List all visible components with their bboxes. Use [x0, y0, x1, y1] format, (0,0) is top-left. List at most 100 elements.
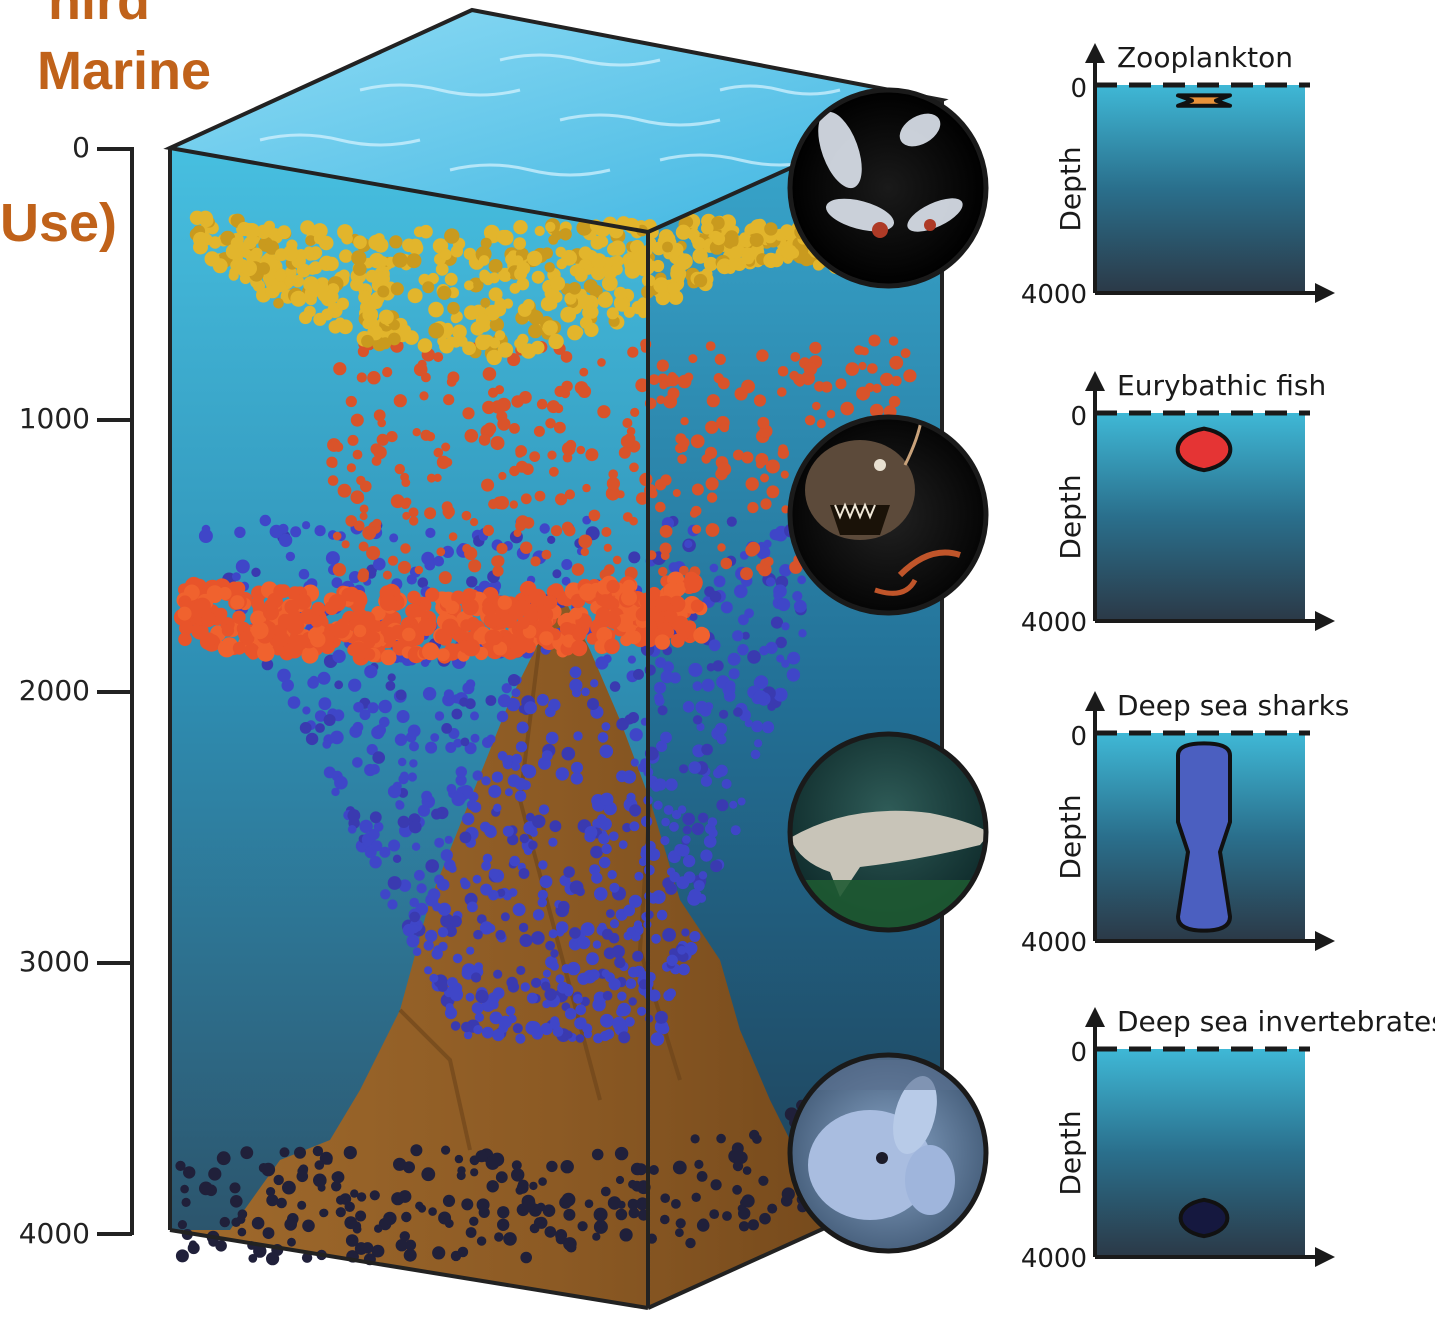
shark-dot: [438, 941, 448, 952]
zooplankton-dot: [413, 226, 425, 238]
shark-dot: [371, 840, 383, 852]
shark-dot: [430, 860, 439, 868]
fish-dot: [578, 534, 593, 549]
anglerfish-photo: [787, 414, 989, 616]
shark-dot: [368, 828, 380, 840]
shark-dot: [502, 825, 514, 837]
invertebrate-dot: [593, 1219, 608, 1234]
zooplankton-dot: [548, 333, 564, 350]
zooplankton-dot: [513, 237, 526, 250]
invertebrate-dot: [485, 1155, 500, 1170]
fish-dot: [217, 639, 236, 658]
zooplankton-dot: [675, 224, 692, 240]
fish-dot: [393, 394, 407, 408]
shark-dot: [433, 555, 445, 567]
invertebrate-dot: [759, 1212, 771, 1225]
shark-dot: [573, 994, 583, 1004]
shark-dot: [561, 559, 573, 570]
shark-dot: [525, 1020, 540, 1035]
shark-dot: [498, 1015, 512, 1029]
panel-zooplankton: Zooplankton 0 4000 Depth: [1021, 41, 1335, 310]
zooplankton-dot: [516, 261, 531, 276]
fish-dot: [427, 473, 436, 483]
shark-dot: [232, 572, 241, 581]
fish-dot: [482, 602, 496, 616]
shark-dot: [730, 825, 741, 836]
fish-dot: [462, 638, 481, 657]
zooplankton-dot: [774, 228, 787, 241]
zooplankton-dot: [544, 288, 556, 300]
shark-dot: [451, 792, 466, 807]
zooplankton-dot: [652, 259, 665, 273]
fish-dot: [354, 520, 365, 532]
shark-dot: [402, 923, 416, 937]
fish-dot: [705, 420, 719, 434]
fish-dot: [482, 400, 496, 415]
shark-dot: [481, 1026, 494, 1039]
fish-dot: [194, 597, 211, 615]
shark-dot: [352, 757, 363, 768]
zooplankton-dot: [428, 301, 444, 318]
fish-dot: [358, 541, 369, 552]
invertebrate-dot: [403, 1248, 417, 1262]
fish-dot: [880, 372, 894, 387]
shark-dot: [497, 888, 506, 897]
shark-dot: [462, 812, 475, 826]
invertebrate-dot: [767, 1203, 778, 1214]
fish-dot: [572, 627, 587, 642]
panel-water: [1095, 85, 1305, 293]
shark-dot: [632, 950, 644, 962]
fish-dot: [717, 462, 732, 477]
zooplankton-dot: [303, 276, 319, 292]
invertebrate-dot: [374, 1224, 383, 1233]
zooplankton-dot: [526, 250, 543, 267]
shark-dot: [417, 577, 429, 588]
fish-dot: [780, 470, 789, 479]
zooplankton-dot: [754, 218, 767, 231]
fish-dot: [618, 446, 631, 459]
shark-dot: [470, 711, 479, 721]
shark-dot: [387, 899, 398, 910]
shark-dot: [373, 557, 386, 571]
shark-dot: [398, 879, 412, 892]
fish-dot: [491, 555, 503, 568]
fish-dot: [903, 369, 917, 383]
invertebrate-dot: [749, 1129, 760, 1141]
shark-dot: [387, 876, 402, 890]
fish-dot: [250, 621, 269, 640]
shark-dot: [683, 871, 696, 884]
shark-dot: [720, 601, 733, 614]
fish-dot: [492, 565, 504, 577]
fish-dot: [413, 362, 428, 377]
fish-dot: [654, 596, 671, 612]
panel-tick-top: 0: [1070, 722, 1087, 752]
fish-dot: [511, 395, 524, 408]
fish-dot: [705, 477, 719, 491]
fish-dot: [577, 384, 592, 398]
fish-dot: [390, 624, 406, 640]
fish-dot: [622, 418, 633, 428]
shark-dot: [353, 702, 364, 713]
invertebrate-dot: [262, 1227, 275, 1239]
zooplankton-dot: [609, 240, 626, 256]
invertebrate-dot: [266, 1194, 279, 1207]
fish-dot: [464, 429, 479, 443]
fish-dot: [401, 478, 411, 487]
invertebrate-dot: [273, 1174, 284, 1186]
shark-dot: [706, 663, 716, 672]
shark-dot: [519, 934, 533, 947]
fish-dot: [350, 490, 365, 505]
fish-dot: [635, 378, 650, 393]
shark-dot: [387, 673, 396, 682]
fish-dot: [559, 622, 574, 636]
shark-dot: [259, 514, 271, 527]
invertebrate-dot: [355, 1210, 367, 1222]
shark-dot: [455, 766, 467, 778]
fish-dot: [350, 641, 367, 659]
zooplankton-dot: [284, 275, 296, 287]
fish-dot: [295, 593, 312, 610]
invertebrate-dot: [175, 1249, 189, 1263]
shark-dot: [570, 772, 583, 785]
shark-dot: [598, 832, 610, 845]
zooplankton-dot: [692, 248, 708, 264]
